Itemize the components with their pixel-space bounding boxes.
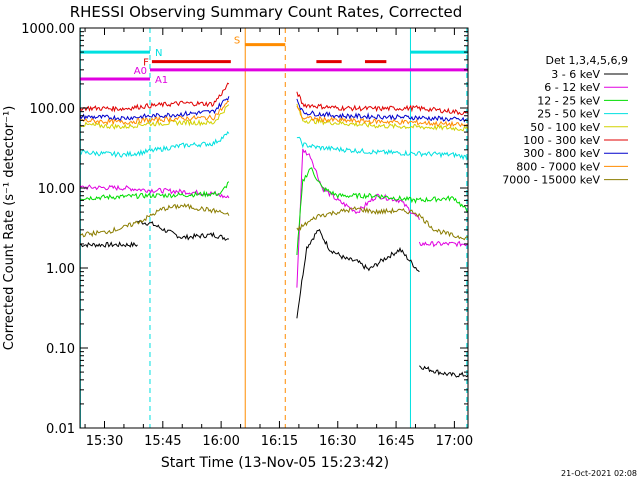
series-line-5-1 xyxy=(296,91,469,116)
series-line-5-0 xyxy=(79,82,230,113)
annotation-label-n: N xyxy=(155,48,162,59)
series-line-2-0 xyxy=(80,181,230,201)
y-tick-label: 100.00 xyxy=(30,102,76,117)
series-line-0-0 xyxy=(79,241,138,249)
x-tick-label: 15:45 xyxy=(144,434,181,449)
series-line-4-0 xyxy=(79,104,230,130)
annotation-label-s: S xyxy=(234,36,240,47)
series-line-0-3 xyxy=(419,365,469,378)
x-axis-label: Start Time (13-Nov-05 15:23:42) xyxy=(161,455,389,471)
legend-label: 100 - 300 keV xyxy=(523,134,600,147)
x-tick-label: 16:45 xyxy=(377,434,414,449)
y-axis-label: Corrected Count Rate (s⁻¹ detector⁻¹) xyxy=(2,106,17,351)
series-line-1-1 xyxy=(296,148,420,288)
legend-label: 50 - 100 keV xyxy=(530,121,600,134)
y-tick-label: 1000.00 xyxy=(21,22,75,37)
series-line-8-0 xyxy=(79,203,230,238)
legend-label: 6 - 12 keV xyxy=(544,81,600,94)
legend-label: 3 - 6 keV xyxy=(551,68,600,81)
series-line-6-1 xyxy=(296,98,469,123)
x-tick-label: 16:15 xyxy=(261,434,298,449)
series-line-4-1 xyxy=(296,103,469,132)
series-line-7-0 xyxy=(79,100,230,126)
legend-label: 25 - 50 keV xyxy=(537,108,600,121)
y-tick-label: 10.00 xyxy=(38,182,75,197)
x-tick-label: 16:00 xyxy=(202,434,239,449)
y-tick-label: 0.01 xyxy=(46,422,75,437)
annotation-label-a1: A1 xyxy=(155,75,168,86)
x-axis-ticks: 15:30 15:45 16:00 16:15 16:30 16:45 17:00 xyxy=(84,28,473,449)
annotation-label-f: F xyxy=(143,58,149,69)
series-line-3-0 xyxy=(79,131,230,158)
legend-label: 300 - 800 keV xyxy=(523,147,600,160)
series-line-6-0 xyxy=(79,96,230,121)
legend-label: 12 - 25 keV xyxy=(537,94,600,107)
series-line-7-1 xyxy=(296,105,469,129)
series-line-2-1 xyxy=(296,167,469,256)
series-line-0-2 xyxy=(296,228,420,319)
legend-label: 7000 - 15000 keV xyxy=(502,174,600,187)
series-line-8-1 xyxy=(296,206,469,241)
x-tick-label: 15:30 xyxy=(86,434,123,449)
legend-label: 800 - 7000 keV xyxy=(516,160,600,173)
annotation-bars: N A0 A1 F S xyxy=(80,36,468,86)
annotation-label-a0: A0 xyxy=(134,66,147,77)
y-tick-label: 0.10 xyxy=(46,342,75,357)
plot-frame xyxy=(79,27,469,429)
series-line-1-0 xyxy=(79,184,230,199)
x-tick-label: 17:00 xyxy=(436,434,473,449)
legend-title: Det 1,3,4,5,6,9 xyxy=(545,54,628,67)
series-line-3-1 xyxy=(296,136,469,161)
y-tick-label: 1.00 xyxy=(46,262,75,277)
y-axis-ticks: 1000.00 100.00 10.00 1.00 0.10 0.01 xyxy=(21,22,468,437)
footer-date: 21-Oct-2021 02:08 xyxy=(561,469,637,478)
series-line-0-1 xyxy=(137,220,230,241)
chart-title: RHESSI Observing Summary Count Rates, Co… xyxy=(70,3,463,21)
x-tick-label: 16:30 xyxy=(319,434,356,449)
data-series xyxy=(79,82,469,378)
series-line-1-2 xyxy=(418,240,469,248)
